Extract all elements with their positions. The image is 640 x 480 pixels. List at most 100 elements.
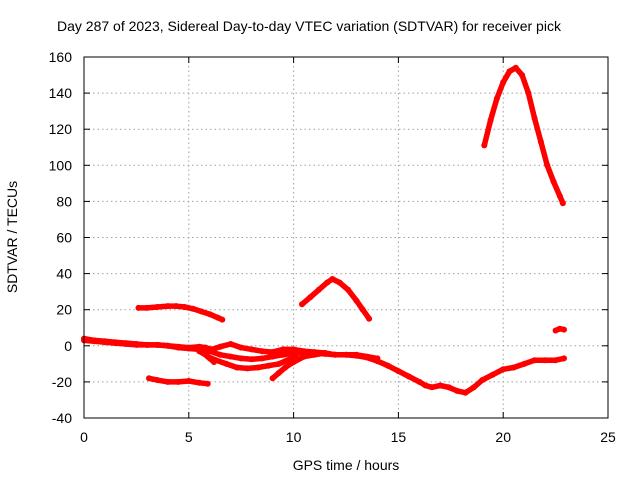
data-point bbox=[437, 382, 444, 389]
data-point bbox=[359, 306, 366, 313]
data-point bbox=[196, 348, 203, 355]
data-point bbox=[164, 342, 171, 349]
data-point bbox=[219, 316, 226, 323]
data-point bbox=[445, 384, 452, 391]
data-point bbox=[238, 344, 245, 351]
data-point bbox=[500, 79, 507, 86]
data-point bbox=[164, 378, 171, 385]
data-point bbox=[196, 379, 203, 386]
data-point bbox=[374, 355, 381, 362]
data-point bbox=[269, 375, 276, 382]
data-point bbox=[422, 382, 429, 389]
data-point bbox=[259, 348, 266, 355]
data-point bbox=[280, 351, 287, 358]
data-point bbox=[265, 362, 272, 369]
data-point bbox=[234, 364, 240, 371]
data-point bbox=[290, 359, 297, 365]
data-point bbox=[248, 356, 255, 363]
y-tick-label: 120 bbox=[49, 121, 73, 137]
data-point bbox=[470, 384, 477, 391]
data-point bbox=[91, 338, 98, 345]
data-point bbox=[512, 64, 519, 71]
data-point bbox=[217, 351, 224, 358]
data-point bbox=[275, 360, 282, 367]
data-point bbox=[531, 357, 538, 364]
data-point bbox=[196, 343, 203, 350]
data-point bbox=[206, 355, 213, 362]
data-point bbox=[202, 344, 209, 351]
data-point bbox=[552, 357, 559, 364]
y-tick-label: 20 bbox=[56, 302, 72, 318]
data-point bbox=[345, 286, 352, 293]
data-point bbox=[537, 138, 544, 145]
data-point bbox=[112, 340, 119, 347]
data-point bbox=[353, 351, 360, 358]
data-point bbox=[561, 326, 567, 333]
data-point bbox=[185, 344, 192, 351]
data-point bbox=[175, 343, 182, 350]
y-tick-label: 60 bbox=[56, 230, 72, 246]
data-point bbox=[332, 351, 339, 358]
x-tick-label: 5 bbox=[185, 429, 193, 445]
y-tick-label: 140 bbox=[49, 85, 73, 101]
x-tick-label: 25 bbox=[600, 429, 616, 445]
data-point bbox=[454, 387, 461, 394]
data-point bbox=[280, 346, 287, 353]
data-point bbox=[506, 68, 513, 75]
data-point bbox=[217, 343, 224, 350]
data-point bbox=[102, 339, 108, 346]
y-tick-label: 160 bbox=[49, 49, 73, 65]
data-point bbox=[244, 365, 251, 372]
data-point bbox=[301, 348, 308, 355]
data-point bbox=[299, 301, 305, 308]
data-point bbox=[315, 286, 322, 293]
data-point bbox=[324, 279, 331, 286]
data-point bbox=[284, 357, 291, 364]
data-point bbox=[223, 360, 230, 367]
data-point bbox=[307, 294, 314, 301]
x-tick-label: 15 bbox=[391, 429, 407, 445]
chart-title: Day 287 of 2023, Sidereal Day-to-day VTE… bbox=[57, 18, 562, 34]
data-point bbox=[269, 349, 276, 356]
data-point bbox=[135, 304, 142, 311]
grid bbox=[84, 57, 608, 418]
data-point bbox=[544, 162, 551, 169]
data-point bbox=[487, 117, 494, 124]
data-point bbox=[353, 297, 360, 304]
y-tick-label: -40 bbox=[52, 410, 72, 426]
y-tick-label: 100 bbox=[49, 157, 73, 173]
data-point bbox=[269, 353, 276, 360]
data-point bbox=[481, 142, 488, 149]
data-point bbox=[259, 355, 266, 362]
data-point bbox=[521, 360, 528, 367]
y-tick-label: 40 bbox=[56, 266, 72, 282]
x-tick-label: 20 bbox=[495, 429, 511, 445]
tick-group: 0 5 10 15 20 25 -40 -20 0 20 40 60 80 100 120 140 160 bbox=[49, 49, 616, 445]
data-point bbox=[428, 384, 435, 391]
data-point bbox=[493, 95, 500, 102]
data-point bbox=[364, 353, 370, 360]
data-point bbox=[227, 341, 234, 347]
data-point bbox=[282, 364, 289, 371]
data-point bbox=[559, 200, 566, 207]
data-point bbox=[238, 355, 245, 362]
data-point bbox=[384, 362, 391, 369]
data-point bbox=[550, 178, 557, 185]
series-arc-midday-hump bbox=[299, 276, 372, 322]
data-point bbox=[329, 276, 336, 282]
data-point bbox=[275, 369, 282, 376]
data-point bbox=[173, 303, 180, 310]
data-point bbox=[531, 115, 538, 122]
data-point bbox=[525, 90, 532, 97]
data-point bbox=[343, 351, 349, 358]
data-point bbox=[181, 304, 188, 310]
data-point bbox=[146, 375, 152, 382]
data-point bbox=[561, 355, 567, 362]
data-point bbox=[143, 304, 150, 311]
data-point bbox=[489, 371, 496, 378]
y-tick-label: -20 bbox=[52, 374, 72, 390]
data-point bbox=[510, 364, 517, 371]
data-point bbox=[366, 315, 373, 322]
data-point bbox=[336, 279, 343, 286]
data-point bbox=[322, 350, 328, 356]
